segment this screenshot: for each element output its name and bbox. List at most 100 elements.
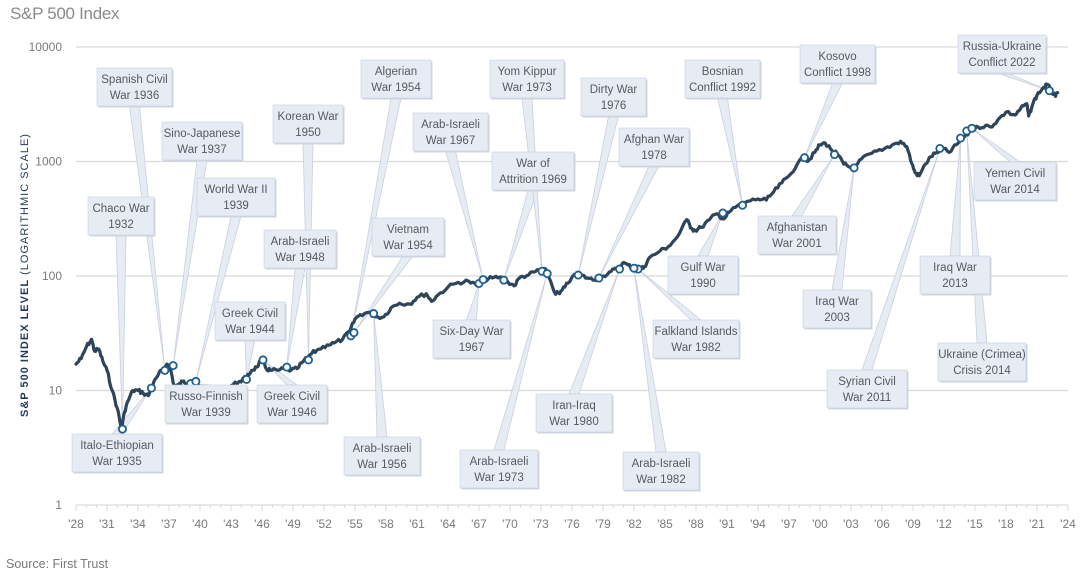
event-callout: Arab-Israeli War 1973 <box>459 449 540 490</box>
callout-label-line1: Sino-Japanese <box>164 128 241 140</box>
event-callout: Greek Civil War 1944 <box>214 301 287 342</box>
callout-box <box>622 451 700 491</box>
callout-box <box>826 369 908 409</box>
callout-label-line1: Greek Civil <box>222 308 278 320</box>
callout-label-line1: Chaco War <box>92 203 149 215</box>
callout-box <box>580 77 647 117</box>
callout-label-line2: War 1936 <box>110 90 159 102</box>
x-tick-label: '21 <box>1029 517 1045 531</box>
event-callout: Arab-Israeli War 1948 <box>263 229 338 270</box>
event-marker <box>800 153 810 163</box>
callout-label-line1: World War II <box>204 184 267 196</box>
y-tick-label: 1000 <box>35 155 62 169</box>
callout-label-line2: War 1954 <box>383 240 433 252</box>
x-tick-label: '70 <box>502 517 518 531</box>
x-tick-label: '73 <box>533 517 549 531</box>
x-tick-label: '49 <box>285 517 301 531</box>
event-callout: Six-Day War 1967 <box>432 319 512 360</box>
x-tick-label: '06 <box>874 517 890 531</box>
callout-label-line1: Korean War <box>278 111 339 123</box>
event-callout: Afghan War 1978 <box>618 127 691 168</box>
callout-box <box>799 44 876 84</box>
event-marker <box>168 361 178 371</box>
callout-box <box>371 217 445 257</box>
event-callout: Russia-Ukraine Conflict 2022 <box>957 34 1048 75</box>
callout-label-line2: 1939 <box>223 200 249 212</box>
callout-label-line1: Arab-Israeli <box>271 236 330 248</box>
event-callouts: Chaco War 1932 Italo-Ethiopian War 1935 Span… <box>71 34 1058 492</box>
x-tick-label: '31 <box>99 517 115 531</box>
callout-label-line2: War 1939 <box>181 407 230 419</box>
callout-label-line2: War 1956 <box>357 459 406 471</box>
x-tick-label: '97 <box>781 517 797 531</box>
callout-pointer <box>598 165 660 279</box>
callout-pointer <box>444 150 484 280</box>
callout-label-line2: Crisis 2014 <box>953 365 1011 377</box>
x-tick-label: '09 <box>905 517 921 531</box>
callout-pointer <box>373 313 388 438</box>
callout-box <box>957 34 1047 74</box>
x-tick-label: '37 <box>161 517 177 531</box>
callout-label-line1: Russia-Ukraine <box>963 41 1042 53</box>
callout-box <box>214 301 286 341</box>
callout-pointer <box>286 267 306 368</box>
x-tick-label: '58 <box>378 517 394 531</box>
x-tick-label: '79 <box>595 517 611 531</box>
x-tick-label: '88 <box>688 517 704 531</box>
x-tick-label: '94 <box>750 517 766 531</box>
callout-pointer <box>804 82 844 158</box>
callout-box <box>71 433 163 473</box>
event-callout: Spanish Civil War 1936 <box>96 67 174 108</box>
event-marker <box>191 376 201 386</box>
callout-label-line1: Gulf War <box>681 262 726 274</box>
callout-label-line1: Bosnian <box>702 66 744 78</box>
callout-box <box>802 289 872 329</box>
callout-label-line2: War 1937 <box>177 144 226 156</box>
x-tick-label: '34 <box>130 517 146 531</box>
callout-pointer <box>195 215 242 382</box>
callout-label-line1: Arab-Israeli <box>353 443 412 455</box>
event-marker <box>718 208 728 218</box>
callout-box <box>489 59 565 99</box>
event-callout: Russo-Finnish War 1939 <box>164 384 249 425</box>
callout-label-line1: Algerian <box>375 66 417 78</box>
event-callout: Yom Kippur War 1973 <box>489 59 566 100</box>
callout-label-line2: Conflict 1998 <box>804 67 871 79</box>
callout-label-line2: 1978 <box>641 150 667 162</box>
x-tick-label: '18 <box>998 517 1014 531</box>
event-callout: Arab-Israeli War 1956 <box>343 436 422 477</box>
callout-label-line2: Attrition 1969 <box>499 174 567 186</box>
callout-pointer <box>949 138 961 257</box>
callout-box <box>360 59 432 99</box>
event-markers <box>118 86 1054 434</box>
event-callout: Falkland Islands War 1982 <box>652 319 741 360</box>
callout-label-line2: War 2014 <box>990 184 1040 196</box>
y-tick-label: 10000 <box>29 40 63 54</box>
callout-label-line1: Kosovo <box>818 51 856 63</box>
callout-box <box>757 215 837 255</box>
callout-label-line1: Russo-Finnish <box>169 391 243 403</box>
event-callout: Kosovo Conflict 1998 <box>799 44 877 85</box>
callout-pointer <box>115 234 127 430</box>
callout-box <box>196 177 276 217</box>
event-marker <box>573 270 583 280</box>
callout-box <box>263 229 337 269</box>
event-callout: Ukraine (Crimea) Crisis 2014 <box>937 342 1028 383</box>
event-marker <box>241 374 251 384</box>
event-callout: Arab-Israeli War 1982 <box>622 451 701 492</box>
callout-label-line1: Syrian Civil <box>838 376 896 388</box>
x-tick-label: '00 <box>812 517 828 531</box>
y-axis-ticks: 1 10 100 1000 10000 <box>29 40 63 512</box>
y-tick-label: 1 <box>55 498 62 512</box>
event-marker <box>349 328 359 338</box>
callout-pointer <box>465 283 480 321</box>
callout-label-line2: War 1948 <box>275 252 324 264</box>
x-tick-label: '03 <box>843 517 859 531</box>
callout-box <box>256 384 328 424</box>
callout-box <box>618 127 690 167</box>
x-axis: '28 '31 '34 '37 '40 '43 '46 '49 '52 '55 '58 '61 '64 '… <box>68 505 1076 531</box>
event-marker <box>499 275 509 285</box>
event-marker <box>594 273 604 283</box>
callout-label-line1: Yom Kippur <box>497 66 556 78</box>
